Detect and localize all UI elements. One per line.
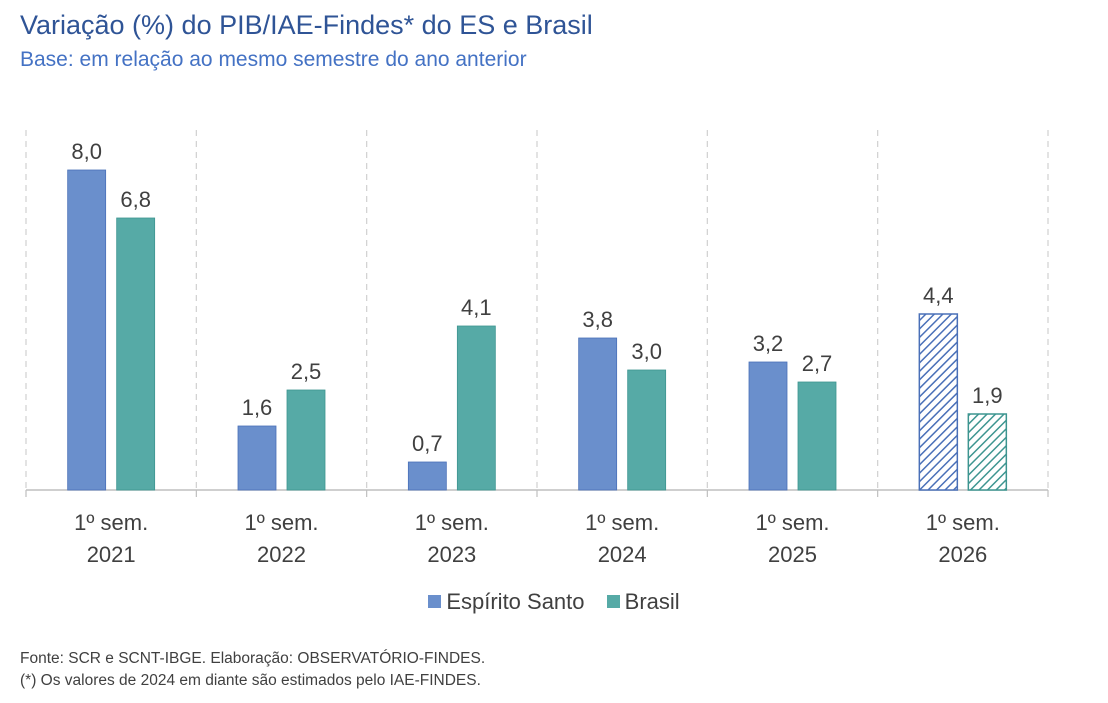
data-label-es-2: 0,7 (412, 431, 443, 456)
chart-title: Variação (%) do PIB/IAE-Findes* do ES e … (20, 10, 593, 40)
bar-brasil-1 (286, 389, 326, 491)
bar-brasil-4 (797, 381, 837, 491)
x-tick-label: 2022 (257, 542, 306, 567)
x-tick-label: 2023 (427, 542, 476, 567)
bar-es-0 (67, 169, 107, 491)
x-tick-label: 1º sem. (74, 510, 148, 535)
data-label-es-3: 3,8 (582, 307, 613, 332)
legend-label-brasil: Brasil (624, 588, 680, 614)
bar-brasil-0 (116, 217, 156, 491)
bar-es-5 (918, 313, 959, 491)
legend-swatch-es (428, 595, 442, 608)
data-label-es-1: 1,6 (242, 395, 273, 420)
data-label-es-0: 8,0 (71, 139, 102, 164)
x-tick-label: 1º sem. (585, 510, 659, 535)
x-tick-label: 2025 (768, 542, 817, 567)
bar-brasil-3 (627, 369, 667, 491)
bar-es-3 (578, 337, 618, 491)
bar-brasil-2 (456, 325, 496, 491)
data-label-brasil-0: 6,8 (120, 187, 151, 212)
data-label-es-4: 3,2 (753, 331, 784, 356)
data-label-brasil-3: 3,0 (631, 339, 662, 364)
x-tick-label: 2024 (598, 542, 647, 567)
bar-brasil-5 (967, 413, 1008, 491)
bar-es-4 (748, 361, 788, 491)
legend-swatch-brasil (606, 595, 620, 608)
x-tick-label: 1º sem. (755, 510, 829, 535)
legend-label-es: Espírito Santo (446, 588, 585, 614)
source-note: Fonte: SCR e SCNT-IBGE. Elaboração: OBSE… (20, 650, 486, 667)
x-tick-label: 1º sem. (926, 510, 1000, 535)
legend-item-es: Espírito Santo (428, 588, 585, 615)
x-tick-label: 1º sem. (244, 510, 318, 535)
chart-subtitle: Base: em relação ao mesmo semestre do an… (20, 48, 527, 71)
data-label-brasil-5: 1,9 (972, 383, 1003, 408)
bar-chart: 8,0 6,8 1,6 2,5 0,7 4,1 3,8 3,0 3,2 2,7 4,4 1,9 1º … (25, 130, 1049, 567)
data-label-es-5: 4,4 (923, 283, 954, 308)
x-tick-label: 1º sem. (415, 510, 489, 535)
bar-es-2 (407, 461, 447, 491)
estimate-footnote: (*) Os valores de 2024 em diante são est… (20, 672, 481, 689)
x-tick-label: 2026 (938, 542, 987, 567)
legend: Espírito Santo Brasil (0, 588, 1108, 615)
legend-item-brasil: Brasil (606, 588, 680, 615)
x-tick-label: 2021 (87, 542, 136, 567)
data-label-brasil-1: 2,5 (291, 359, 322, 384)
data-label-brasil-4: 2,7 (802, 351, 833, 376)
data-label-brasil-2: 4,1 (461, 295, 492, 320)
bar-es-1 (237, 425, 277, 491)
